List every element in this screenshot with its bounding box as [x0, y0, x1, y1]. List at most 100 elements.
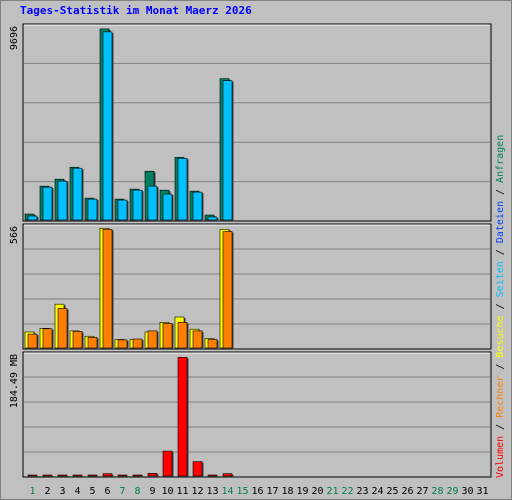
x-tick-label-day-30: 30 [461, 486, 473, 497]
bar-dateien-day-9 [147, 185, 158, 221]
x-tick-label-day-19: 19 [296, 486, 308, 497]
x-tick-label-day-28: 28 [431, 486, 443, 497]
legend-entry-rechner: Rechner [495, 376, 506, 418]
x-tick-label-day-26: 26 [401, 486, 413, 497]
bar-volumen-day-12 [192, 461, 203, 477]
x-tick-label-day-31: 31 [476, 486, 488, 497]
bar-rechner-day-13 [207, 339, 218, 349]
bar-rechner-day-8 [132, 338, 143, 349]
bar-volumen-day-8 [132, 474, 143, 477]
bar-shadow [134, 476, 144, 477]
bar-rechner-day-7 [117, 339, 128, 349]
x-tick-label-day-6: 6 [104, 486, 110, 497]
x-tick-label-day-3: 3 [59, 486, 65, 497]
bar-volumen-day-13 [207, 474, 218, 477]
legend-entry-volumen: Volumen [495, 436, 506, 478]
bar-volumen-day-6 [102, 473, 113, 477]
legend-entry- /: / [495, 297, 506, 315]
x-tick-label-day-4: 4 [74, 486, 80, 497]
x-tick-label-day-25: 25 [386, 486, 398, 497]
bar-dateien-day-14 [222, 80, 233, 221]
x-tick-label-day-15: 15 [236, 486, 248, 497]
bar-shadow [89, 476, 99, 477]
legend-entry- /: / [495, 418, 506, 436]
bar-rechner-day-9 [147, 330, 158, 349]
bar-volumen-day-14 [222, 473, 233, 477]
bar-shadow [44, 476, 54, 477]
x-tick-label-day-1: 1 [29, 486, 35, 497]
axis-max-label-volume: 184.49 MB [9, 354, 20, 408]
bar-dateien-day-1 [27, 215, 38, 221]
x-tick-label-day-29: 29 [446, 486, 458, 497]
legend-entry- /: / [495, 358, 506, 376]
bar-volumen-day-2 [42, 474, 53, 477]
legend-entry-seiten: Seiten [495, 261, 506, 297]
bar-shadow [209, 476, 219, 477]
bar-rechner-day-14 [222, 231, 233, 349]
chart-title: Tages-Statistik im Monat Maerz 2026 [20, 4, 252, 17]
x-tick-label-day-5: 5 [89, 486, 95, 497]
bar-dateien-day-7 [117, 199, 128, 221]
axis-max-label-requests: 9696 [9, 26, 20, 50]
bar-rechner-day-6 [102, 229, 113, 349]
x-tick-label-day-21: 21 [326, 486, 338, 497]
bar-rechner-day-3 [57, 308, 68, 349]
x-tick-label-day-23: 23 [356, 486, 368, 497]
bar-rechner-day-2 [42, 328, 53, 349]
bar-volumen-day-7 [117, 474, 128, 477]
x-tick-label-day-22: 22 [341, 486, 353, 497]
bar-dateien-day-13 [207, 216, 218, 221]
x-tick-label-day-27: 27 [416, 486, 428, 497]
bar-dateien-day-12 [192, 191, 203, 221]
bar-shadow [29, 476, 39, 477]
series-legend: Volumen / Rechner / Besuche / Seiten / D… [495, 135, 506, 478]
bar-dateien-day-4 [72, 167, 83, 221]
bar-dateien-day-8 [132, 189, 143, 221]
x-tick-label-day-10: 10 [161, 486, 173, 497]
bar-volumen-day-11 [177, 356, 188, 477]
bar-rechner-day-10 [162, 323, 173, 349]
bar-volumen-day-9 [147, 473, 158, 477]
bar-shadow [74, 476, 84, 477]
x-tick-label-day-8: 8 [134, 486, 140, 497]
x-tick-label-day-14: 14 [221, 486, 233, 497]
x-tick-label-day-9: 9 [149, 486, 155, 497]
legend-entry-dateien: Dateien [495, 201, 506, 243]
bar-rechner-day-4 [72, 331, 83, 349]
bar-dateien-day-2 [42, 186, 53, 221]
bar-volumen-day-10 [162, 450, 173, 477]
panel-requests [22, 23, 492, 222]
x-tick-label-day-16: 16 [251, 486, 263, 497]
bar-rechner-day-5 [87, 337, 98, 349]
panel-visits [22, 223, 492, 350]
bar-shadow [59, 476, 69, 477]
legend-entry-besuche: Besuche [495, 315, 506, 357]
bar-dateien-day-6 [102, 31, 113, 221]
legend-entry- /: / [495, 243, 506, 261]
x-tick-label-day-17: 17 [266, 486, 278, 497]
bar-rechner-day-12 [192, 330, 203, 349]
x-tick-label-day-13: 13 [206, 486, 218, 497]
bar-volumen-day-3 [57, 474, 68, 477]
bar-dateien-day-3 [57, 180, 68, 221]
x-tick-label-day-2: 2 [44, 486, 50, 497]
x-tick-label-day-18: 18 [281, 486, 293, 497]
x-tick-label-day-11: 11 [176, 486, 188, 497]
bar-dateien-day-11 [177, 157, 188, 221]
bar-rechner-day-11 [177, 322, 188, 349]
x-tick-label-day-7: 7 [119, 486, 125, 497]
x-tick-label-day-24: 24 [371, 486, 383, 497]
bar-volumen-day-1 [27, 474, 38, 477]
legend-entry- /: / [495, 183, 506, 201]
bar-rechner-day-1 [27, 333, 38, 349]
bar-shadow [119, 476, 129, 477]
bar-volumen-day-4 [72, 474, 83, 477]
bar-dateien-day-10 [162, 193, 173, 221]
bar-volumen-day-5 [87, 474, 98, 477]
panel-volume [22, 351, 492, 478]
bar-dateien-day-5 [87, 198, 98, 221]
legend-entry-anfragen: Anfragen [495, 135, 506, 183]
x-tick-label-day-12: 12 [191, 486, 203, 497]
